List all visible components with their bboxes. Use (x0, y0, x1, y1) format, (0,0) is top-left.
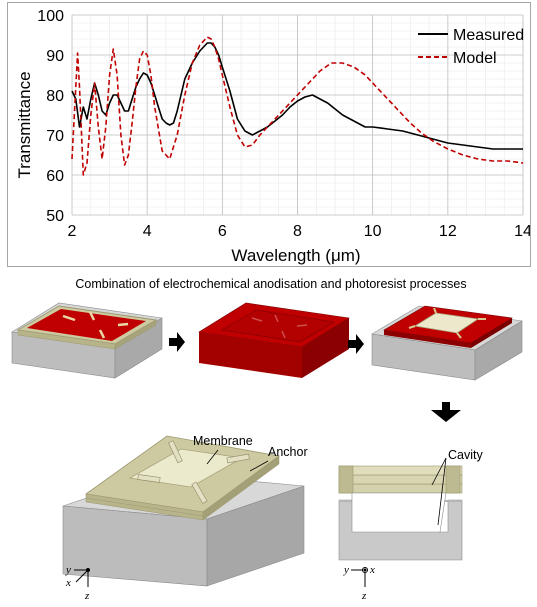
cavity-label: Cavity (448, 448, 483, 462)
y-axis-label: Transmittance (15, 71, 34, 178)
x-tick-label: 12 (439, 223, 457, 240)
chart-canvas: 2 4 6 8 10 12 14 50 60 70 80 90 100 Transmittance Wa… (15, 8, 530, 265)
y-tick-label: 80 (46, 88, 64, 105)
process-diagram: Combination of electrochemical anodisati… (11, 277, 523, 602)
x-axis-label: Wavelength (μm) (231, 246, 360, 265)
axis-y-label-right: y (343, 564, 349, 576)
legend: Measured Model (418, 27, 524, 67)
x-tick-label: 4 (143, 223, 152, 240)
step1-block (11, 302, 163, 379)
axis-z-label-right: z (361, 590, 367, 602)
axis-y-label-left: y (65, 564, 71, 576)
x-tick-label: 6 (218, 223, 227, 240)
anchor-label: Anchor (268, 445, 308, 459)
series-layer (71, 36, 524, 176)
series-line-model (71, 36, 524, 176)
x-tick-label: 14 (514, 223, 530, 240)
legend-label-model: Model (453, 50, 497, 67)
y-tick-label: 100 (37, 8, 64, 25)
arrow-right-icon (169, 332, 185, 352)
membrane-structure-block (62, 435, 305, 587)
cross-section-block (338, 457, 463, 561)
major-gridlines (71, 14, 524, 216)
arrow-down-icon (431, 402, 461, 422)
y-tick-label: 60 (46, 168, 64, 185)
axes-triad-right (351, 567, 368, 587)
y-tick-label: 50 (46, 208, 64, 225)
step2-block (198, 302, 350, 378)
series-line-measured (71, 42, 523, 150)
process-caption: Combination of electrochemical anodisati… (75, 277, 466, 291)
x-tick-label: 2 (68, 223, 77, 240)
axes-triad-left (74, 568, 90, 587)
axis-x-label-right: x (369, 564, 375, 576)
legend-label-measured: Measured (453, 27, 524, 44)
transmittance-chart: 2 4 6 8 10 12 14 50 60 70 80 90 100 Transmittance Wa… (7, 2, 531, 267)
tick-labels: 2 4 6 8 10 12 14 50 60 70 80 90 100 (37, 8, 530, 240)
axis-x-label-left: x (65, 577, 71, 589)
arrow-right-icon (348, 334, 364, 354)
y-tick-label: 90 (46, 48, 64, 65)
x-tick-label: 8 (293, 223, 302, 240)
x-tick-label: 10 (364, 223, 382, 240)
y-tick-label: 70 (46, 128, 64, 145)
step3-block (371, 305, 523, 381)
membrane-label: Membrane (193, 434, 253, 448)
axis-z-label-left: z (84, 590, 90, 602)
